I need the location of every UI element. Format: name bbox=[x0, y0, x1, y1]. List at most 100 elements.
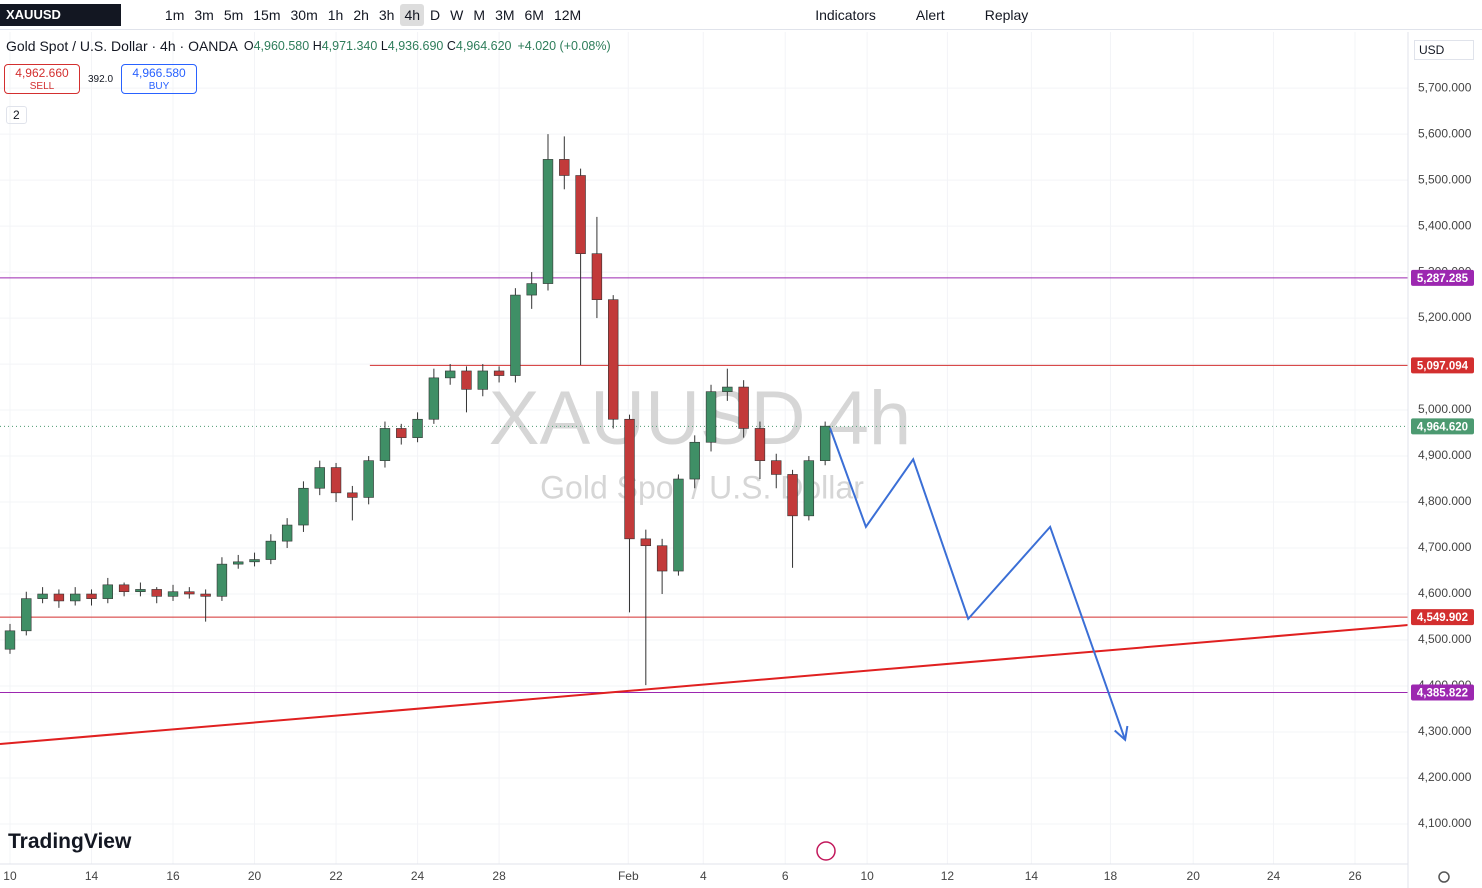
candle-body bbox=[477, 370, 488, 390]
x-tick-label: 24 bbox=[1267, 869, 1281, 883]
candle-body bbox=[656, 545, 668, 572]
y-tick-label: 5,500.000 bbox=[1418, 172, 1472, 186]
x-tick-label: 10 bbox=[3, 869, 17, 883]
interval-button[interactable]: 3h bbox=[378, 6, 395, 23]
ohlc-key: C bbox=[446, 39, 456, 53]
settings-icon[interactable] bbox=[1438, 871, 1450, 883]
x-tick-label: 16 bbox=[166, 869, 180, 883]
candle-body bbox=[118, 584, 130, 593]
candle-body bbox=[608, 299, 619, 420]
candle-body bbox=[575, 175, 586, 254]
interval-button[interactable]: D bbox=[430, 6, 441, 23]
candle-body bbox=[526, 283, 537, 296]
y-tick-label: 4,100.000 bbox=[1418, 816, 1472, 830]
symbol[interactable]: XAUUSD bbox=[0, 3, 121, 26]
candle-body bbox=[819, 425, 831, 461]
price-badge-label: 4,549.902 bbox=[1417, 612, 1468, 624]
candle-body bbox=[233, 561, 244, 565]
y-tick-label: 5,700.000 bbox=[1418, 80, 1472, 94]
candle-body bbox=[722, 386, 733, 392]
interval-button[interactable]: 3M bbox=[495, 6, 515, 23]
x-tick-label: 24 bbox=[411, 869, 425, 883]
candle-body bbox=[673, 478, 684, 572]
candle-body bbox=[510, 294, 521, 376]
interval-button[interactable]: 4h bbox=[400, 3, 425, 26]
candle-body bbox=[803, 460, 815, 517]
y-tick-label: 4,800.000 bbox=[1418, 494, 1472, 508]
y-tick-label: 4,900.000 bbox=[1418, 448, 1472, 462]
interval-button[interactable]: 30m bbox=[290, 6, 318, 23]
sell-label: SELL bbox=[29, 81, 55, 92]
ohlc-key: H bbox=[312, 39, 322, 53]
interval-button[interactable]: 12M bbox=[553, 6, 582, 23]
candle-body bbox=[37, 593, 48, 599]
y-tick-label: 4,700.000 bbox=[1418, 540, 1472, 554]
interval-button[interactable]: 1h bbox=[327, 6, 344, 23]
x-tick-label: Feb bbox=[618, 869, 639, 883]
x-tick-label: 4 bbox=[700, 869, 707, 883]
candle-body bbox=[787, 474, 798, 517]
price-badge-label: 5,287.285 bbox=[1417, 273, 1469, 285]
interval-button[interactable]: W bbox=[450, 6, 464, 23]
x-tick-label: 12 bbox=[941, 869, 955, 883]
watermark-name: Gold Spot / U.S. Dollar bbox=[540, 469, 864, 505]
buy-label: BUY bbox=[148, 81, 170, 92]
x-tick-label: 22 bbox=[329, 869, 343, 883]
projection-path bbox=[829, 427, 1127, 741]
x-tick-label: 14 bbox=[85, 869, 99, 883]
interval-button[interactable]: 2h bbox=[353, 6, 369, 23]
candle-body bbox=[265, 540, 277, 560]
toolbar-button[interactable]: Replay bbox=[984, 6, 1029, 23]
candle-body bbox=[4, 630, 16, 650]
candle-body bbox=[771, 460, 782, 475]
toolbar-button[interactable]: Alert bbox=[915, 6, 945, 23]
candle-body bbox=[396, 428, 407, 438]
candle-body bbox=[689, 441, 700, 480]
ohlc-value: 4,936.690 bbox=[387, 39, 444, 53]
currency-select[interactable]: USD bbox=[1414, 40, 1474, 60]
candle-body bbox=[591, 253, 603, 300]
candle-body bbox=[70, 593, 81, 602]
toolbar-button[interactable]: Indicators bbox=[815, 6, 876, 23]
change: +4.020 (+0.08%) bbox=[517, 39, 611, 53]
x-tick-label: 14 bbox=[1025, 869, 1039, 883]
intervals: 1m 3m 5m 15m 30m 1h 2h 3h 4h D W M 3M 6M 12M bbox=[161, 3, 585, 26]
price-badge bbox=[1411, 684, 1474, 701]
projection-arrowhead bbox=[1114, 725, 1129, 742]
candle-body bbox=[624, 418, 635, 540]
candle-body bbox=[184, 591, 195, 595]
interval-button[interactable]: 1m bbox=[164, 6, 185, 23]
price-badge bbox=[1411, 418, 1474, 435]
event-icon[interactable] bbox=[816, 841, 836, 861]
interval-button[interactable]: 15m bbox=[253, 6, 281, 23]
y-tick-label: 5,400.000 bbox=[1418, 218, 1472, 232]
candle-body bbox=[200, 593, 211, 597]
candle-body bbox=[216, 563, 228, 597]
buy-button[interactable]: 4,966.580 BUY bbox=[121, 64, 198, 94]
watermark-symbol: XAUUSD 4h bbox=[489, 376, 911, 461]
sell-button[interactable]: 4,962.660 SELL bbox=[4, 64, 80, 94]
candle-body bbox=[428, 377, 440, 420]
x-tick-label: 18 bbox=[1104, 869, 1118, 883]
candle-body bbox=[167, 591, 179, 597]
candle-body bbox=[347, 492, 358, 498]
indicator-toggle[interactable]: 2 bbox=[6, 106, 27, 124]
interval-button[interactable]: 5m bbox=[223, 6, 244, 23]
candle-body bbox=[412, 418, 423, 438]
candle-body bbox=[754, 428, 766, 461]
candle-body bbox=[86, 593, 97, 599]
candle-body bbox=[314, 467, 325, 489]
buy-price: 4,966.580 bbox=[132, 66, 186, 80]
candle-body bbox=[281, 524, 293, 542]
x-tick-label: 26 bbox=[1348, 869, 1362, 883]
interval-button[interactable]: 3m bbox=[194, 6, 214, 23]
interval-button[interactable]: M bbox=[473, 6, 486, 23]
candle-body bbox=[298, 487, 309, 526]
y-tick-label: 5,200.000 bbox=[1418, 310, 1472, 324]
toolbar: XAUUSD 1m 3m 5m 15m 30m 1h 2h 3h 4h D W M 3M 6M 12M In… bbox=[0, 0, 1482, 30]
candle-body bbox=[705, 391, 717, 443]
candle-body bbox=[493, 370, 505, 376]
logo[interactable]: TradingView bbox=[8, 830, 132, 853]
interval-button[interactable]: 6M bbox=[524, 6, 544, 23]
sell-price: 4,962.660 bbox=[15, 66, 69, 80]
